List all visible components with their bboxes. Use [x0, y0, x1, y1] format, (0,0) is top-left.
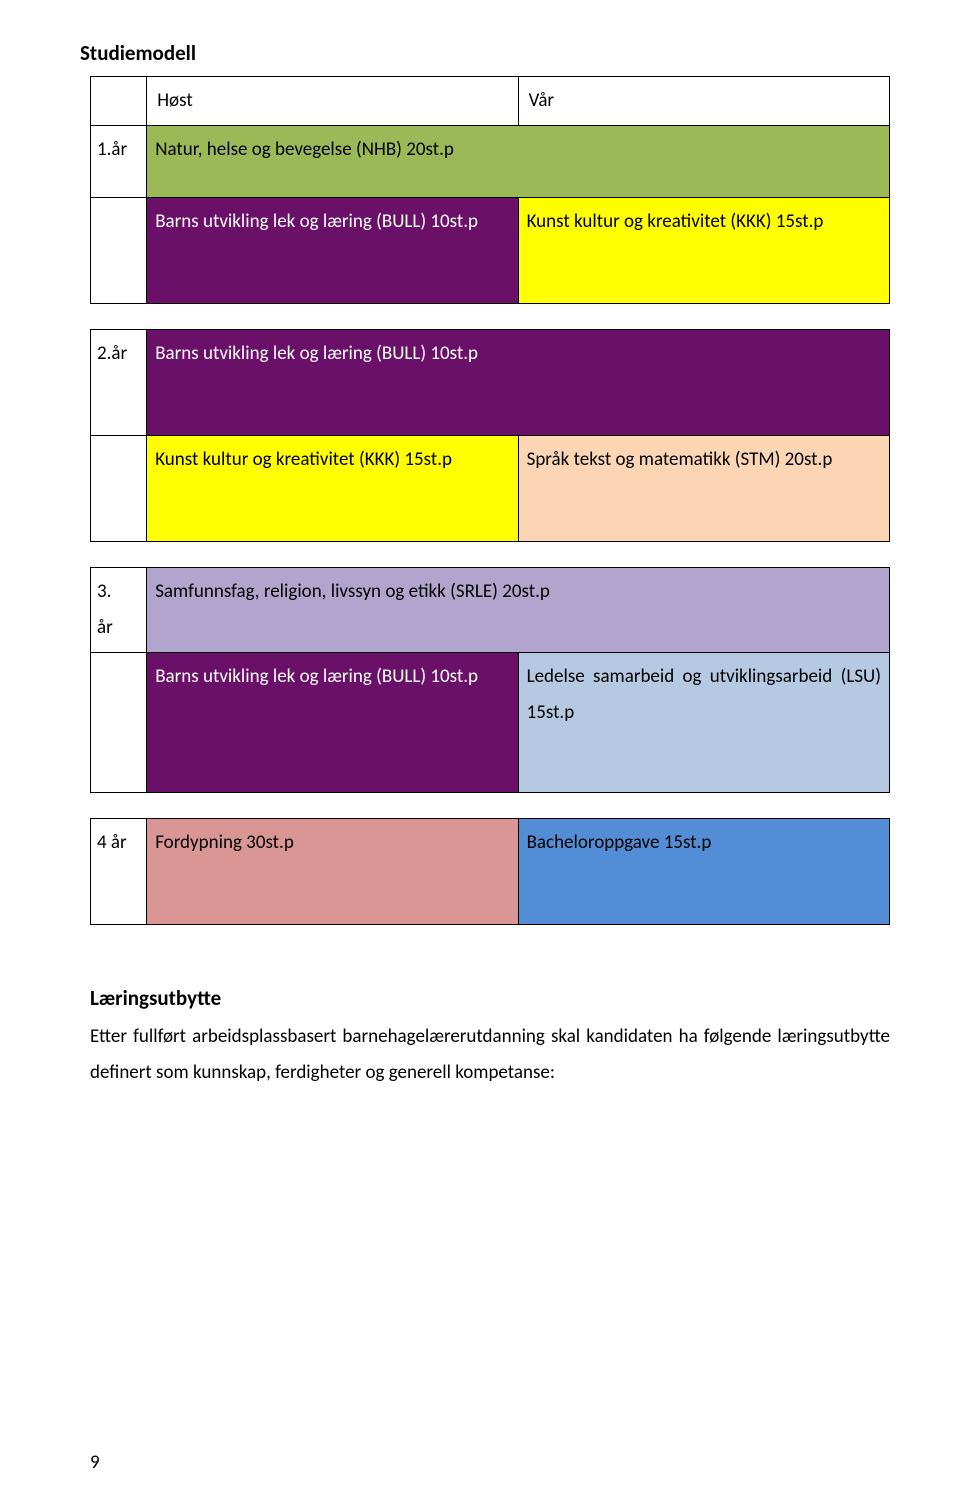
cell-srle: Samfunnsfag, religion, livssyn og etikk … [147, 568, 890, 653]
header-host: Høst [147, 77, 518, 126]
year-3b-text: år [97, 610, 142, 646]
cell-bull2-text: Barns utvikling lek og læring (BULL) 10s… [147, 330, 889, 378]
year-2-empty [91, 436, 147, 542]
cell-kkk2-text: Kunst kultur og kreativitet (KKK) 15st.p [147, 436, 517, 484]
cell-bull1: Barns utvikling lek og læring (BULL) 10s… [147, 198, 518, 304]
page-title: Studiemodell [80, 40, 890, 66]
year-1-empty [91, 198, 147, 304]
cell-lsu-text: Ledelse samarbeid og utviklingsarbeid (L… [519, 653, 889, 737]
cell-bull2: Barns utvikling lek og læring (BULL) 10s… [147, 330, 890, 436]
spacer-row [91, 542, 890, 568]
cell-kkk1: Kunst kultur og kreativitet (KKK) 15st.p [518, 198, 889, 304]
spacer-row [91, 793, 890, 819]
year-1-label: 1.år [91, 126, 147, 198]
year-3-empty [91, 653, 147, 793]
spacer-row [91, 304, 890, 330]
header-empty [91, 77, 147, 126]
cell-bach: Bacheloroppgave 15st.p [518, 819, 889, 925]
cell-bull3-text: Barns utvikling lek og læring (BULL) 10s… [147, 653, 517, 701]
cell-bull1-text: Barns utvikling lek og læring (BULL) 10s… [147, 198, 517, 246]
header-var: Vår [518, 77, 889, 126]
year-4-label: 4 år [91, 819, 147, 925]
cell-stm: Språk tekst og matematikk (STM) 20st.p [518, 436, 889, 542]
cell-kkk2: Kunst kultur og kreativitet (KKK) 15st.p [147, 436, 518, 542]
table-row: Barns utvikling lek og læring (BULL) 10s… [91, 198, 890, 304]
table-row: 1.år Natur, helse og bevegelse (NHB) 20s… [91, 126, 890, 198]
cell-ford-text: Fordypning 30st.p [147, 819, 517, 867]
table-header-row: Høst Vår [91, 77, 890, 126]
cell-bach-text: Bacheloroppgave 15st.p [519, 819, 889, 867]
table-row: 3. år Samfunnsfag, religion, livssyn og … [91, 568, 890, 653]
cell-ford: Fordypning 30st.p [147, 819, 518, 925]
cell-stm-text: Språk tekst og matematikk (STM) 20st.p [519, 436, 889, 484]
table-row: 2.år Barns utvikling lek og læring (BULL… [91, 330, 890, 436]
table-row: 4 år Fordypning 30st.p Bacheloroppgave 1… [91, 819, 890, 925]
cell-lsu: Ledelse samarbeid og utviklingsarbeid (L… [518, 653, 889, 793]
year-3a-text: 3. [97, 574, 142, 610]
study-model-table: Høst Vår 1.år Natur, helse og bevegelse … [90, 76, 890, 925]
learning-outcomes-heading: Læringsutbytte [90, 985, 890, 1011]
table-row: Kunst kultur og kreativitet (KKK) 15st.p… [91, 436, 890, 542]
cell-srle-text: Samfunnsfag, religion, livssyn og etikk … [147, 568, 889, 616]
cell-nhb: Natur, helse og bevegelse (NHB) 20st.p [147, 126, 890, 198]
table-row: Barns utvikling lek og læring (BULL) 10s… [91, 653, 890, 793]
page-number: 9 [90, 1451, 100, 1474]
cell-kkk1-text: Kunst kultur og kreativitet (KKK) 15st.p [519, 198, 889, 246]
year-3-label-a: 3. år [91, 568, 147, 653]
cell-bull3: Barns utvikling lek og læring (BULL) 10s… [147, 653, 518, 793]
year-2-label: 2.år [91, 330, 147, 436]
learning-outcomes-paragraph: Etter fullført arbeidsplassbasert barneh… [90, 1019, 890, 1091]
cell-nhb-text: Natur, helse og bevegelse (NHB) 20st.p [147, 126, 889, 174]
